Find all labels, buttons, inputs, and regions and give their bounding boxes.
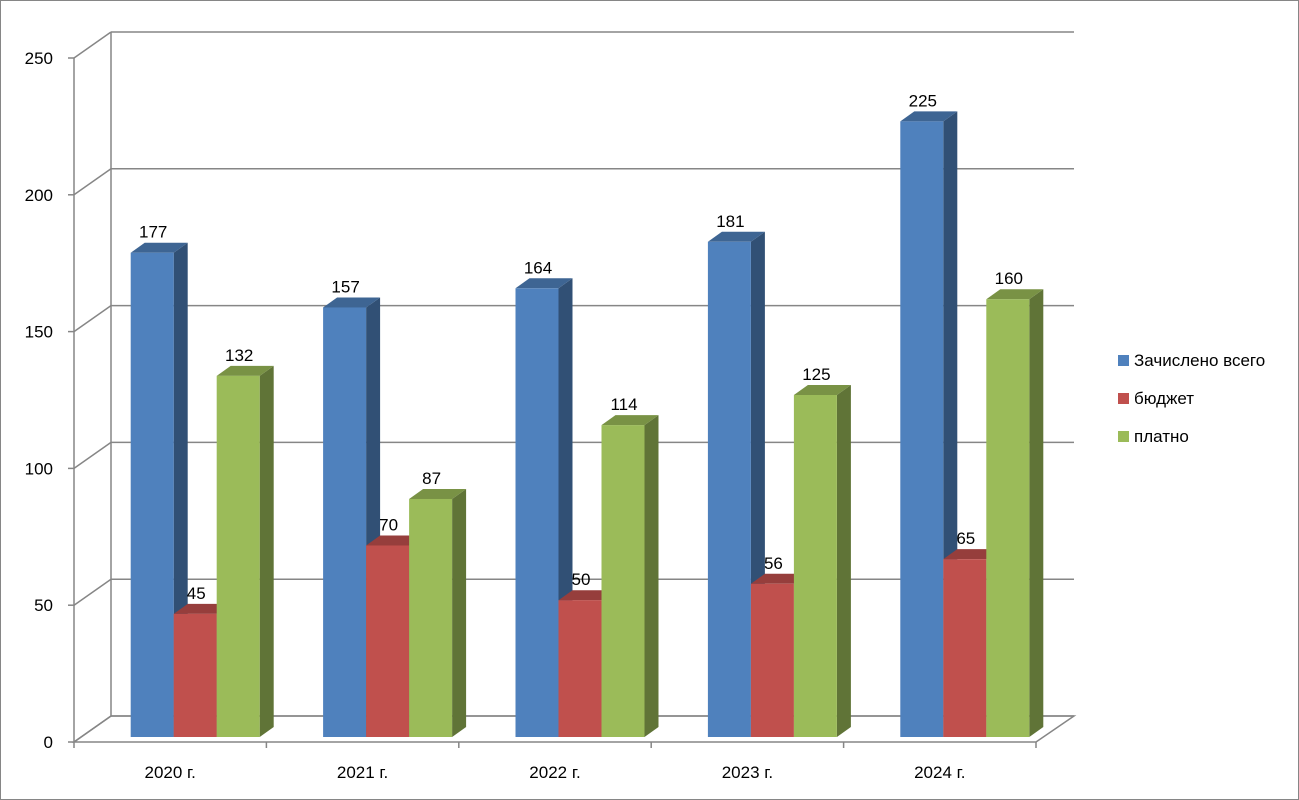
data-label: 70: [379, 515, 398, 534]
bar-top: [173, 603, 231, 614]
gridline-side: [73, 168, 112, 196]
data-label: 87: [422, 469, 441, 488]
y-tick-label: 0: [44, 733, 53, 752]
data-label: 125: [802, 365, 830, 384]
bar-top: [515, 278, 573, 289]
bar-side: [452, 488, 467, 737]
legend: Зачислено всего бюджет платно: [1118, 351, 1265, 446]
data-labels: 177 45 132 157 70 87 164 50 114 181 56 125 225 65 160: [139, 91, 1023, 602]
x-tick-label: 2020 г.: [145, 763, 196, 782]
bar-top: [323, 297, 381, 308]
bar-side: [1029, 289, 1044, 737]
bar: [366, 545, 410, 737]
bar-top: [558, 590, 616, 601]
bar-side: [259, 365, 274, 737]
data-label: 56: [764, 554, 783, 573]
bars: [130, 111, 1044, 737]
data-label: 65: [956, 529, 975, 548]
bar: [986, 299, 1030, 737]
bar: [793, 395, 837, 737]
data-label: 225: [909, 91, 937, 110]
bar: [558, 600, 602, 737]
data-label: 114: [610, 395, 637, 414]
bar: [173, 613, 217, 737]
gridline-side: [73, 441, 112, 470]
bar-top: [943, 549, 1001, 560]
bar-side: [644, 415, 659, 737]
y-tick-label: 100: [25, 459, 53, 478]
bar-top: [900, 111, 958, 122]
bar: [515, 288, 559, 737]
legend-label: бюджет: [1134, 389, 1194, 408]
bar-top: [216, 365, 274, 376]
legend-swatch: [1118, 393, 1129, 404]
bar: [216, 375, 260, 737]
gridline-side: [73, 715, 112, 743]
bar-top: [707, 231, 765, 242]
bar-side: [836, 385, 851, 737]
x-tick-label: 2021 г.: [337, 763, 388, 782]
gridline-side: [73, 578, 112, 606]
bar-top: [601, 415, 659, 426]
bar: [601, 425, 645, 737]
data-label: 164: [524, 258, 552, 277]
bar: [900, 121, 944, 737]
bar: [323, 307, 367, 737]
legend-label: платно: [1134, 427, 1189, 446]
y-tick-label: 50: [34, 596, 53, 615]
axes: 0 50 100 150 200 250 2020 г. 2021 г. 2022 г. 2023…: [25, 49, 1037, 782]
bar-top: [366, 535, 424, 546]
y-tick-label: 250: [25, 49, 53, 68]
bar-top: [130, 242, 188, 253]
data-label: 50: [572, 570, 591, 589]
gridline-side: [73, 31, 112, 59]
legend-swatch: [1118, 431, 1129, 442]
bar-top: [793, 385, 851, 395]
bar: [130, 252, 174, 737]
bar: [409, 498, 453, 737]
bar-top: [986, 289, 1044, 300]
data-label: 132: [225, 346, 253, 365]
data-label: 177: [139, 223, 167, 242]
data-label: 181: [716, 212, 744, 231]
y-tick-label: 200: [25, 186, 53, 205]
bar: [707, 241, 751, 737]
legend-label: Зачислено всего: [1134, 351, 1265, 370]
gridline-side: [73, 304, 112, 333]
x-tick-label: 2022 г.: [529, 763, 580, 782]
bar: [943, 559, 987, 737]
x-tick-label: 2023 г.: [722, 763, 773, 782]
bar: [750, 583, 794, 737]
data-label: 45: [187, 584, 206, 603]
y-tick-label: 150: [25, 323, 53, 342]
bar-top: [750, 573, 808, 584]
bar-top: [409, 488, 467, 499]
legend-swatch: [1118, 355, 1129, 366]
data-label: 157: [331, 277, 359, 296]
data-label: 160: [995, 269, 1023, 288]
x-tick-label: 2024 г.: [914, 763, 965, 782]
